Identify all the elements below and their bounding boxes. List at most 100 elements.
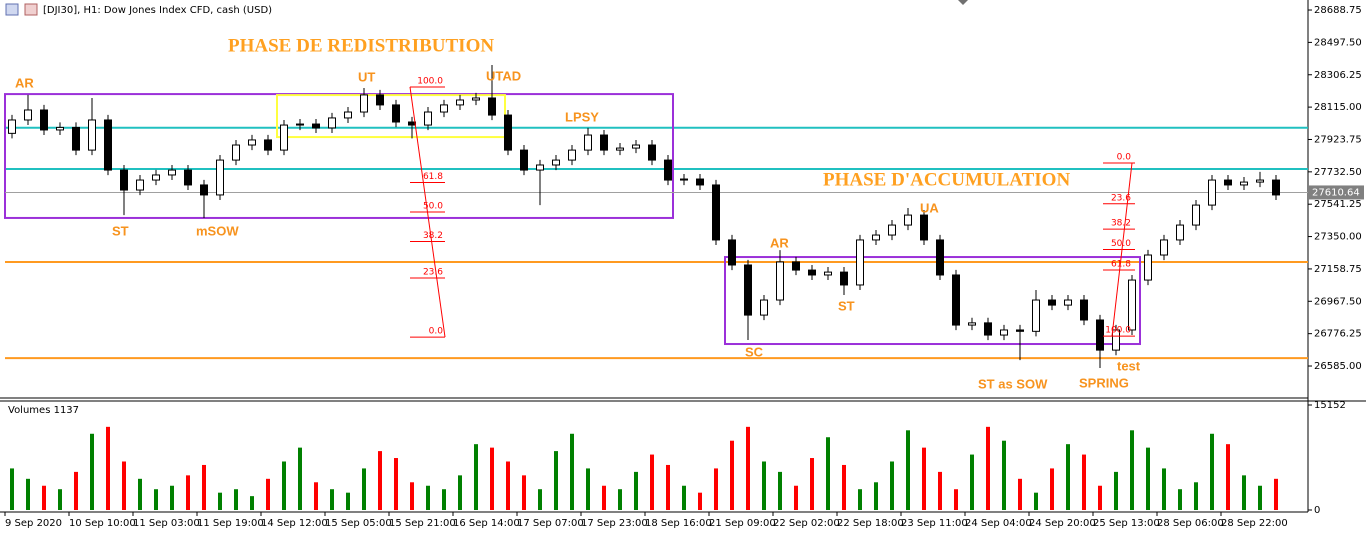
fib-label: 100.0 bbox=[1105, 326, 1131, 336]
volume-bar bbox=[746, 426, 750, 510]
wyckoff-label: AR bbox=[770, 235, 789, 250]
candle bbox=[1080, 294, 1088, 326]
volume-bar bbox=[458, 475, 462, 510]
volume-bar bbox=[1114, 471, 1118, 510]
volume-bar bbox=[378, 451, 382, 510]
fib-label: 0.0 bbox=[1117, 152, 1132, 162]
volume-bar bbox=[682, 485, 686, 510]
candle-body bbox=[712, 184, 720, 241]
candle bbox=[1112, 324, 1120, 356]
candle bbox=[568, 145, 576, 166]
candle bbox=[200, 179, 208, 218]
candle bbox=[328, 112, 336, 134]
volume-tick-label: 0 bbox=[1314, 505, 1320, 516]
candle bbox=[1176, 219, 1184, 246]
candle-body bbox=[888, 224, 896, 236]
candle bbox=[664, 155, 672, 186]
volume-bar bbox=[474, 444, 478, 510]
volume-bar bbox=[394, 458, 398, 510]
volume-bar bbox=[138, 478, 142, 510]
x-tick-label: 17 Sep 23:00 bbox=[581, 518, 648, 529]
volume-bar bbox=[1146, 447, 1150, 510]
candle bbox=[376, 89, 384, 110]
candle bbox=[888, 219, 896, 241]
candle-body bbox=[1272, 179, 1280, 196]
candle bbox=[632, 139, 640, 154]
volume-bar bbox=[170, 485, 174, 510]
candle-body bbox=[168, 169, 176, 176]
wyckoff-label: UT bbox=[358, 69, 375, 84]
volume-bar bbox=[1242, 475, 1246, 510]
fib-label: 0.0 bbox=[429, 327, 444, 337]
candle-body bbox=[664, 159, 672, 181]
candle bbox=[40, 104, 48, 136]
candle-body bbox=[568, 149, 576, 161]
phase-label: PHASE D'ACCUMULATION bbox=[823, 169, 1070, 190]
candle-body bbox=[280, 124, 288, 151]
candle-body bbox=[984, 322, 992, 336]
candle bbox=[1000, 324, 1008, 341]
chart-icon bbox=[5, 3, 19, 16]
candle-body bbox=[184, 169, 192, 186]
candle-body bbox=[1096, 319, 1104, 351]
volume-bar bbox=[762, 461, 766, 510]
volume-bar bbox=[266, 478, 270, 510]
candle-body bbox=[104, 119, 112, 171]
fib-label: 61.8 bbox=[423, 172, 443, 182]
wyckoff-label: ST as SOW bbox=[978, 376, 1048, 391]
volume-bar bbox=[778, 471, 782, 510]
candle bbox=[536, 159, 544, 206]
fib-label: 50.0 bbox=[1111, 239, 1131, 249]
x-tick-label: 24 Sep 04:00 bbox=[965, 518, 1032, 529]
candle bbox=[1208, 174, 1216, 211]
candle bbox=[504, 109, 512, 156]
candle bbox=[456, 94, 464, 110]
candle-body bbox=[840, 271, 848, 286]
y-tick-label: 26967.50 bbox=[1314, 296, 1362, 307]
candle bbox=[584, 127, 592, 156]
candle bbox=[344, 106, 352, 124]
candle-body bbox=[856, 239, 864, 286]
volume-bar bbox=[1034, 492, 1038, 510]
volume-bar bbox=[282, 461, 286, 510]
candle bbox=[392, 99, 400, 128]
x-tick-label: 28 Sep 22:00 bbox=[1221, 518, 1288, 529]
volume-bar bbox=[26, 478, 30, 510]
volume-bar bbox=[842, 464, 846, 510]
range-box bbox=[4, 93, 674, 219]
candle-body bbox=[536, 164, 544, 171]
candle bbox=[968, 317, 976, 331]
volume-bar bbox=[586, 468, 590, 510]
volume-bar bbox=[1002, 440, 1006, 510]
x-tick-label: 22 Sep 02:00 bbox=[773, 518, 840, 529]
candle bbox=[552, 155, 560, 171]
candle-body bbox=[136, 179, 144, 191]
wyckoff-label: ST bbox=[112, 223, 129, 238]
candle bbox=[1240, 177, 1248, 191]
candle bbox=[1128, 274, 1136, 336]
volume-bar bbox=[954, 489, 958, 510]
candle-body bbox=[1160, 239, 1168, 256]
candle bbox=[904, 207, 912, 231]
volume-bar bbox=[874, 482, 878, 510]
candle-body bbox=[424, 111, 432, 126]
candle bbox=[8, 114, 16, 139]
candle bbox=[1256, 171, 1264, 188]
candle-body bbox=[456, 99, 464, 106]
volume-bar bbox=[506, 461, 510, 510]
candle bbox=[424, 106, 432, 131]
volume-bar bbox=[522, 475, 526, 510]
x-tick-label: 15 Sep 21:00 bbox=[389, 518, 456, 529]
y-tick-label: 27350.00 bbox=[1314, 232, 1362, 243]
x-tick-label: 16 Sep 14:00 bbox=[453, 518, 520, 529]
volume-bar bbox=[362, 468, 366, 510]
candle-body bbox=[648, 144, 656, 161]
volume-bar bbox=[1178, 489, 1182, 510]
volume-bar bbox=[666, 464, 670, 510]
volume-bar bbox=[922, 447, 926, 510]
volume-bar bbox=[986, 426, 990, 510]
candle bbox=[600, 129, 608, 156]
candle-body bbox=[1176, 224, 1184, 241]
volume-bar bbox=[74, 471, 78, 510]
